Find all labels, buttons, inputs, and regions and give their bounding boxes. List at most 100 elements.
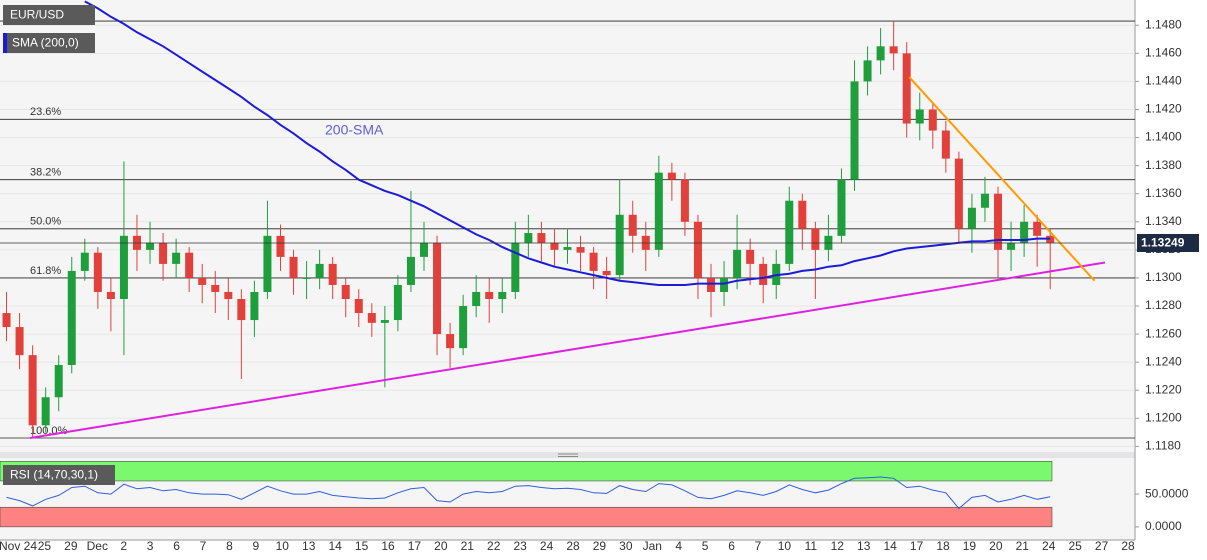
- y-tick-label: 1.1200: [1145, 410, 1182, 424]
- candle-body: [250, 291, 259, 321]
- x-tick-label: 2: [120, 539, 127, 553]
- candle-body: [563, 247, 572, 250]
- last-price-box: [1137, 233, 1199, 252]
- x-tick-label: 28: [566, 539, 580, 553]
- x-tick-label: 8: [226, 539, 233, 553]
- y-tick-label: 1.1340: [1145, 214, 1182, 228]
- y-tick-label: 1.1380: [1145, 158, 1182, 172]
- candle-body: [263, 235, 272, 292]
- x-tick-label: 27: [1095, 539, 1109, 553]
- level-label: 23.6%: [30, 106, 61, 118]
- x-tick-label: Dec: [87, 539, 108, 553]
- candle-body: [328, 263, 337, 285]
- candle-body: [28, 355, 37, 426]
- candle-body: [146, 242, 155, 250]
- legend-box[interactable]: [3, 5, 95, 25]
- candle-body: [237, 298, 246, 321]
- candle-body: [172, 252, 181, 264]
- y-tick-label: 1.1460: [1145, 46, 1182, 60]
- candle-body: [341, 284, 350, 299]
- candle-body: [406, 256, 415, 285]
- candle-body: [876, 46, 885, 61]
- x-tick-label: 19: [963, 539, 977, 553]
- candle-body: [354, 298, 363, 314]
- x-tick-label: 24: [540, 539, 554, 553]
- x-tick-label: 20: [989, 539, 1003, 553]
- legend-label: RSI (14,70,30,1): [10, 468, 98, 482]
- x-tick-label: 25: [38, 539, 52, 553]
- candle-body: [994, 193, 1003, 250]
- x-tick-label: 14: [328, 539, 342, 553]
- x-tick-label: 25: [1068, 539, 1082, 553]
- candle-body: [1020, 221, 1029, 243]
- candle-body: [733, 249, 742, 278]
- x-tick-label: 16: [381, 539, 395, 553]
- candle-body: [980, 193, 989, 208]
- candle-body: [798, 200, 807, 229]
- candle-body: [615, 214, 624, 276]
- candle-body: [419, 242, 428, 257]
- rsi-line: [6, 476, 1051, 510]
- rsi-tick-label: 50.0000: [1145, 486, 1189, 500]
- candle-body: [211, 284, 220, 292]
- candle-body: [511, 242, 520, 292]
- x-tick-label: 7: [755, 539, 762, 553]
- candle-body: [915, 109, 924, 124]
- candle-body: [433, 242, 442, 335]
- candle-body: [654, 172, 663, 250]
- candle-body: [537, 233, 546, 243]
- x-tick-label: 13: [857, 539, 871, 553]
- x-tick-label: 12: [831, 539, 845, 553]
- candle-body: [667, 172, 676, 180]
- candle-body: [472, 291, 481, 307]
- x-tick-label: 21: [461, 539, 475, 553]
- level-label: 38.2%: [30, 167, 61, 179]
- sma-line: [84, 0, 1051, 286]
- candle-body: [41, 397, 50, 426]
- rsi-plot: [0, 461, 1053, 528]
- candle-body: [680, 179, 689, 222]
- candle-body: [928, 109, 937, 131]
- trendline: [29, 261, 1106, 439]
- trendline: [908, 76, 1096, 282]
- candle-body: [446, 334, 455, 349]
- plot-background: [0, 0, 1135, 452]
- x-tick-label: 5: [702, 539, 709, 553]
- candle-body: [693, 221, 702, 278]
- legend-box[interactable]: [3, 465, 115, 485]
- x-tick-label: 15: [355, 539, 369, 553]
- x-tick-label: 7: [200, 539, 207, 553]
- x-tick-label: 30: [619, 539, 633, 553]
- candle-body: [15, 327, 24, 356]
- x-tick-label: 24: [1042, 539, 1056, 553]
- x-tick-label: 18: [936, 539, 950, 553]
- legend-box[interactable]: [3, 33, 95, 53]
- x-tick-label: 6: [173, 539, 180, 553]
- x-tick-label: 20: [434, 539, 448, 553]
- rsi-lower-band: [0, 506, 1053, 528]
- candle-body: [850, 81, 859, 180]
- y-tick-label: 1.1360: [1145, 186, 1182, 200]
- candle-body: [902, 53, 911, 124]
- candle-body: [720, 277, 729, 292]
- candle-body: [863, 60, 872, 82]
- candle-body: [276, 235, 285, 257]
- y-tick-label: 1.1300: [1145, 270, 1182, 284]
- candle-body: [393, 284, 402, 321]
- pane-splitter[interactable]: [0, 452, 1135, 458]
- candle-body: [785, 200, 794, 264]
- x-tick-label: 21: [1016, 539, 1030, 553]
- x-tick-label: 28: [1121, 539, 1135, 553]
- x-tick-label: 10: [778, 539, 792, 553]
- candle-body: [380, 320, 389, 323]
- candle-body: [1033, 221, 1042, 236]
- plot: 23.6%38.2%50.0%61.8%100.0%200-SMA: [0, 0, 1135, 447]
- x-tick-label: 3: [147, 539, 154, 553]
- candle-body: [159, 242, 168, 264]
- x-tick-label: 29: [64, 539, 78, 553]
- candle-body: [1046, 235, 1055, 243]
- level-label: 50.0%: [30, 216, 61, 228]
- x-tick-label: 29: [593, 539, 607, 553]
- y-tick-label: 1.1480: [1145, 17, 1182, 31]
